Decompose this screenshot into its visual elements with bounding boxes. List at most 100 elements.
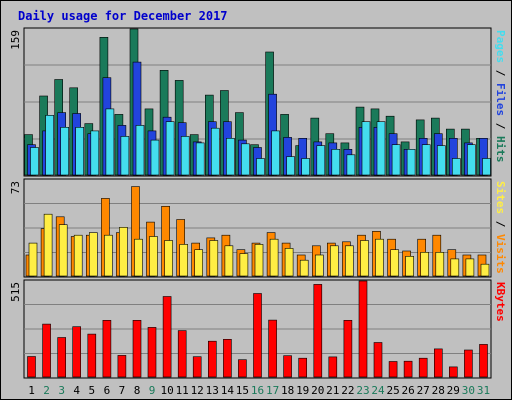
legend-labels: Sites / Visits <box>494 181 507 274</box>
bar-sites-day-5 <box>89 232 98 277</box>
bar-kbytes-day-13 <box>208 340 217 378</box>
x-tick-day-13: 13 <box>206 384 219 397</box>
bar-sites-day-13 <box>209 240 219 277</box>
bar-kbytes-day-1 <box>27 356 36 378</box>
x-tick-day-21: 21 <box>326 384 339 397</box>
x-tick-day-5: 5 <box>88 384 95 397</box>
x-tick-day-2: 2 <box>43 384 50 397</box>
x-tick-day-14: 14 <box>221 384 235 397</box>
bar-pages-day-13 <box>211 127 220 176</box>
bar-sites-day-8 <box>134 238 143 277</box>
legend-separator: / <box>494 63 507 83</box>
bar-kbytes-day-14 <box>223 338 232 378</box>
bar-sites-day-22 <box>345 245 354 277</box>
bar-pages-day-17 <box>271 130 280 176</box>
panel-visits: 73 Sites / Visits <box>9 178 507 278</box>
x-tick-day-20: 20 <box>311 384 324 397</box>
bar-sites-day-16 <box>254 244 264 277</box>
bar-sites-day-31 <box>480 263 490 277</box>
legend-sites: Sites <box>494 181 507 214</box>
legend-labels: Pages / Files / Hits <box>494 30 507 163</box>
legend-kbytes: KBytes <box>494 282 507 322</box>
bar-sites-day-1 <box>28 242 38 277</box>
legend-separator: / <box>494 214 507 234</box>
bar-sites-day-18 <box>284 248 294 277</box>
bar-kbytes-day-24 <box>373 342 383 378</box>
bar-pages-day-26 <box>406 149 416 176</box>
legend-files: Files <box>494 83 507 116</box>
bar-sites-day-2 <box>43 213 53 277</box>
bar-kbytes-day-3 <box>57 337 67 378</box>
bar-pages-day-4 <box>75 127 84 176</box>
x-tick-day-26: 26 <box>401 384 414 397</box>
bar-kbytes-day-17 <box>268 319 277 378</box>
bar-pages-day-25 <box>391 144 401 176</box>
x-tick-day-24: 24 <box>371 384 385 397</box>
bar-kbytes-day-9 <box>147 327 157 378</box>
x-tick-day-23: 23 <box>356 384 369 397</box>
bar-sites-day-17 <box>269 238 279 277</box>
bar-pages-day-2 <box>45 115 54 176</box>
bar-kbytes-day-25 <box>388 361 398 378</box>
bar-sites-day-10 <box>164 240 173 277</box>
bar-kbytes-day-16 <box>253 293 262 378</box>
bar-sites-day-27 <box>420 252 430 277</box>
bar-pages-day-28 <box>436 145 446 176</box>
bar-pages-day-12 <box>195 142 205 176</box>
x-axis-labels: 1 2 3 4 5 6 7 8 9 10 11 12 13 14 15 16 17 18 19 20 21 22 23 24 2… <box>28 384 490 397</box>
bar-pages-day-21 <box>331 149 341 176</box>
x-tick-day-18: 18 <box>281 384 294 397</box>
bar-pages-day-1 <box>30 147 39 176</box>
bar-sites-day-7 <box>119 227 128 277</box>
bar-sites-day-11 <box>179 244 188 277</box>
x-tick-day-10: 10 <box>160 384 173 397</box>
bar-kbytes-day-4 <box>72 326 81 378</box>
x-tick-day-15: 15 <box>236 384 249 397</box>
bar-kbytes-day-18 <box>283 355 292 378</box>
bar-kbytes-day-20 <box>313 284 323 378</box>
bar-pages-day-29 <box>451 158 461 176</box>
legend-visits: Visits <box>494 234 507 274</box>
bar-pages-day-19 <box>301 158 311 176</box>
x-tick-day-29: 29 <box>447 384 460 397</box>
bar-sites-day-23 <box>360 240 369 277</box>
bar-kbytes-day-7 <box>117 355 127 378</box>
x-tick-day-1: 1 <box>28 384 35 397</box>
bar-pages-day-7 <box>120 136 130 176</box>
bar-sites-day-25 <box>390 249 399 277</box>
legend-labels: KBytes <box>494 282 507 322</box>
bar-pages-day-6 <box>105 108 115 176</box>
bar-sites-day-21 <box>329 245 339 277</box>
bar-sites-day-19 <box>299 259 309 277</box>
bar-pages-day-22 <box>346 154 356 176</box>
bar-sites-day-6 <box>104 234 113 277</box>
bar-sites-day-4 <box>73 234 83 277</box>
bar-sites-day-24 <box>375 238 384 277</box>
x-tick-day-16: 16 <box>251 384 264 397</box>
bar-kbytes-day-12 <box>192 356 202 378</box>
panel-hits: 159 Pages / Files / Hits <box>9 27 507 177</box>
bar-kbytes-day-27 <box>418 357 428 378</box>
x-tick-day-25: 25 <box>386 384 399 397</box>
bar-kbytes-day-21 <box>328 356 338 378</box>
bar-sites-day-30 <box>465 258 475 277</box>
bar-kbytes-day-23 <box>358 280 368 378</box>
bar-pages-day-20 <box>316 145 326 176</box>
x-tick-day-8: 8 <box>134 384 141 397</box>
bar-kbytes-day-19 <box>298 357 308 378</box>
bar-sites-day-26 <box>405 255 414 277</box>
bar-kbytes-day-6 <box>102 319 112 378</box>
bar-kbytes-day-31 <box>479 344 488 378</box>
x-tick-day-19: 19 <box>296 384 309 397</box>
x-tick-day-4: 4 <box>73 384 80 397</box>
bar-sites-day-3 <box>58 224 68 277</box>
bar-pages-day-24 <box>376 121 386 176</box>
bar-pages-day-18 <box>286 156 295 176</box>
bar-pages-day-16 <box>256 158 265 176</box>
y-max-label: 159 <box>9 30 22 50</box>
bar-kbytes-day-8 <box>132 319 142 378</box>
legend-pages: Pages <box>494 30 507 63</box>
bar-kbytes-day-15 <box>238 359 247 378</box>
bar-pages-day-23 <box>361 121 371 176</box>
